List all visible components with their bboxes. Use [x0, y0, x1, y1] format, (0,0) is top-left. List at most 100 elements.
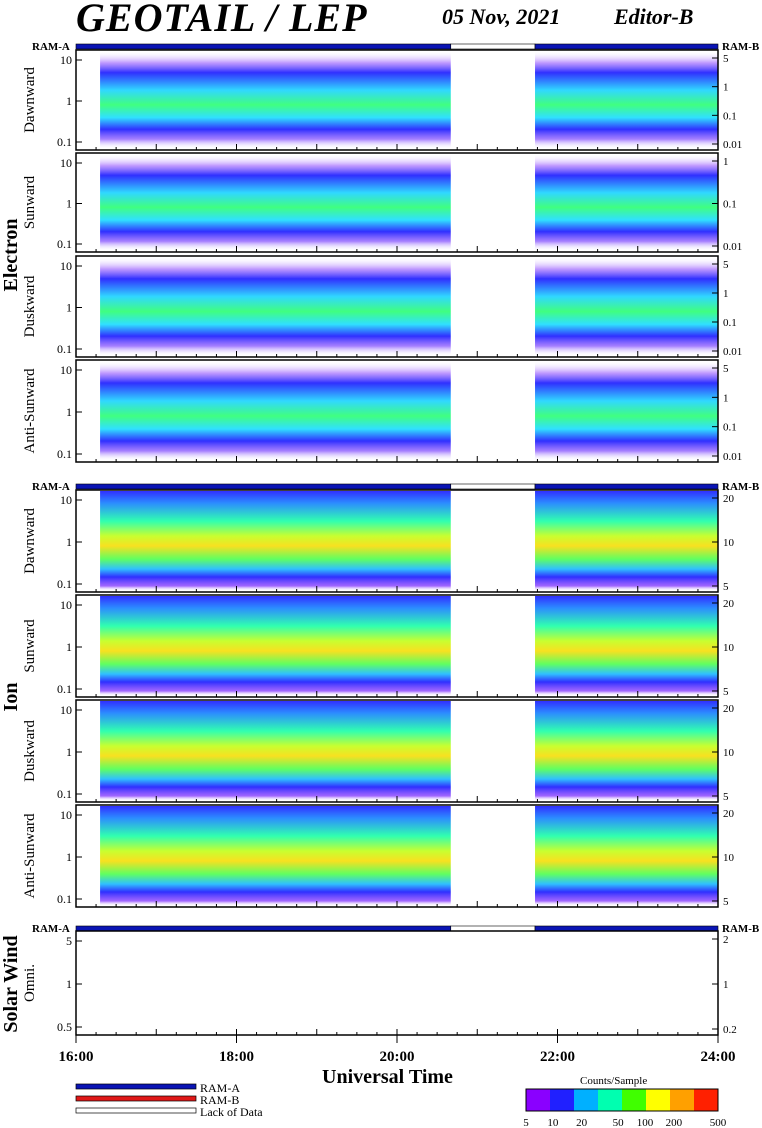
spectrogram-band	[535, 701, 718, 801]
y-tick-label-right: 0.1	[723, 317, 737, 329]
x-tick-label: 22:00	[540, 1049, 575, 1065]
x-tick-label: 18:00	[219, 1049, 254, 1065]
y-tick-label-right: 20	[723, 808, 735, 820]
y-tick-label: 0.1	[57, 787, 72, 801]
spectrogram-band	[535, 361, 718, 461]
y-tick-label-right: 5	[723, 259, 729, 271]
y-tick-label: 0.1	[57, 135, 72, 149]
y-tick-label: 5	[66, 934, 72, 948]
spectrogram-band	[100, 701, 451, 801]
y-tick-label-right: 1	[723, 979, 729, 991]
y-tick-label-right: 0.01	[723, 139, 742, 151]
y-tick-label-right: 0.2	[723, 1024, 737, 1036]
ram-tag-right: RAM-B	[722, 481, 760, 493]
colorbar-tick-label: 100	[637, 1117, 654, 1128]
y-tick-label-right: 1	[723, 156, 729, 168]
y-tick-label: 10	[60, 598, 72, 612]
colorbar-title: Counts/Sample	[580, 1075, 648, 1087]
y-tick-label: 0.1	[57, 892, 72, 906]
spectrogram-band	[100, 596, 451, 696]
y-tick-label-right: 10	[723, 852, 735, 864]
y-tick-label-right: 10	[723, 642, 735, 654]
ram-status-segment	[450, 43, 536, 50]
colorbar-segment	[694, 1089, 719, 1111]
chart-date: 05 Nov, 2021	[442, 4, 561, 29]
y-tick-label: 1	[66, 405, 72, 419]
y-tick-label: 10	[60, 259, 72, 273]
y-tick-label-right: 0.1	[723, 110, 737, 122]
y-tick-label-right: 20	[723, 703, 735, 715]
ram-status-segment	[75, 43, 452, 50]
y-tick-label: 1	[66, 197, 72, 211]
spectrogram-band	[100, 491, 451, 591]
spectrogram-band	[100, 257, 451, 356]
x-tick-label: 24:00	[701, 1049, 736, 1065]
colorbar-frame	[525, 1088, 719, 1112]
colorbar-segment	[646, 1089, 671, 1111]
y-tick-label-right: 0.1	[723, 199, 737, 211]
panel-label: Anti-Sunward	[22, 813, 38, 898]
chart-title: GEOTAIL / LEP	[76, 0, 368, 40]
spectrogram-band	[535, 806, 718, 906]
group-label: Solar Wind	[0, 935, 22, 1032]
y-tick-label-right: 10	[723, 537, 735, 549]
panel-label: Dawnward	[22, 67, 38, 133]
ram-tag-left: RAM-A	[32, 923, 70, 935]
ram-tag-left: RAM-A	[32, 481, 70, 493]
spectrogram-band	[535, 51, 718, 149]
x-tick-label: 20:00	[380, 1049, 415, 1065]
legend-label-ram-b: RAM-B	[200, 1093, 240, 1107]
ram-tag-right: RAM-B	[722, 923, 760, 935]
y-tick-label: 0.5	[57, 1020, 72, 1034]
y-tick-label: 1	[66, 535, 72, 549]
y-tick-label-right: 5	[723, 686, 729, 698]
ram-tag-left: RAM-A	[32, 41, 70, 53]
spectrogram-band	[535, 154, 718, 251]
colorbar-tick-label: 5	[523, 1117, 529, 1128]
x-axis-title: Universal Time	[322, 1066, 453, 1088]
x-tick-label: 16:00	[59, 1049, 94, 1065]
y-tick-label-right: 5	[723, 791, 729, 803]
y-tick-label: 10	[60, 493, 72, 507]
y-tick-label: 1	[66, 94, 72, 108]
y-tick-label: 1	[66, 640, 72, 654]
y-tick-label-right: 5	[723, 581, 729, 593]
colorbar-tick-label: 500	[710, 1117, 727, 1128]
panel-frame	[75, 930, 719, 1036]
legend-swatch-ram-b	[75, 1095, 197, 1102]
colorbar-tick-label: 200	[666, 1117, 683, 1128]
spectrogram-band	[100, 361, 451, 461]
y-tick-label-right: 0.01	[723, 451, 742, 463]
y-tick-label-right: 10	[723, 747, 735, 759]
y-tick-label: 1	[66, 850, 72, 864]
y-tick-label-right: 5	[723, 53, 729, 65]
y-tick-label-right: 2	[723, 934, 729, 946]
y-tick-label-right: 5	[723, 363, 729, 375]
y-tick-label: 10	[60, 156, 72, 170]
ram-status-segment	[75, 483, 452, 490]
ram-status-segment	[534, 43, 719, 50]
group-label: Electron	[0, 219, 22, 292]
colorbar-segment	[550, 1089, 575, 1111]
y-tick-label: 10	[60, 703, 72, 717]
panel-label: Sunward	[22, 619, 38, 673]
spectrogram-band	[100, 154, 451, 251]
panel-label: Sunward	[22, 175, 38, 229]
y-tick-label: 0.1	[57, 447, 72, 461]
panel-label: Duskward	[22, 720, 38, 782]
y-tick-label: 10	[60, 808, 72, 822]
y-tick-label: 1	[66, 745, 72, 759]
y-tick-label-right: 1	[723, 392, 729, 404]
legend-label-ram-a: RAM-A	[200, 1081, 241, 1095]
colorbar-segment	[670, 1089, 695, 1111]
spectrogram-band	[535, 491, 718, 591]
chart-editor-label: Editor-B	[614, 4, 694, 29]
legend-swatch-ram-a	[75, 1083, 197, 1090]
y-tick-label: 0.1	[57, 342, 72, 356]
y-tick-label: 0.1	[57, 577, 72, 591]
y-tick-label-right: 5	[723, 896, 729, 908]
legend-label-lack-of-data: Lack of Data	[200, 1105, 263, 1119]
y-tick-label-right: 20	[723, 598, 735, 610]
y-tick-label-right: 0.1	[723, 422, 737, 434]
y-tick-label-right: 1	[723, 288, 729, 300]
